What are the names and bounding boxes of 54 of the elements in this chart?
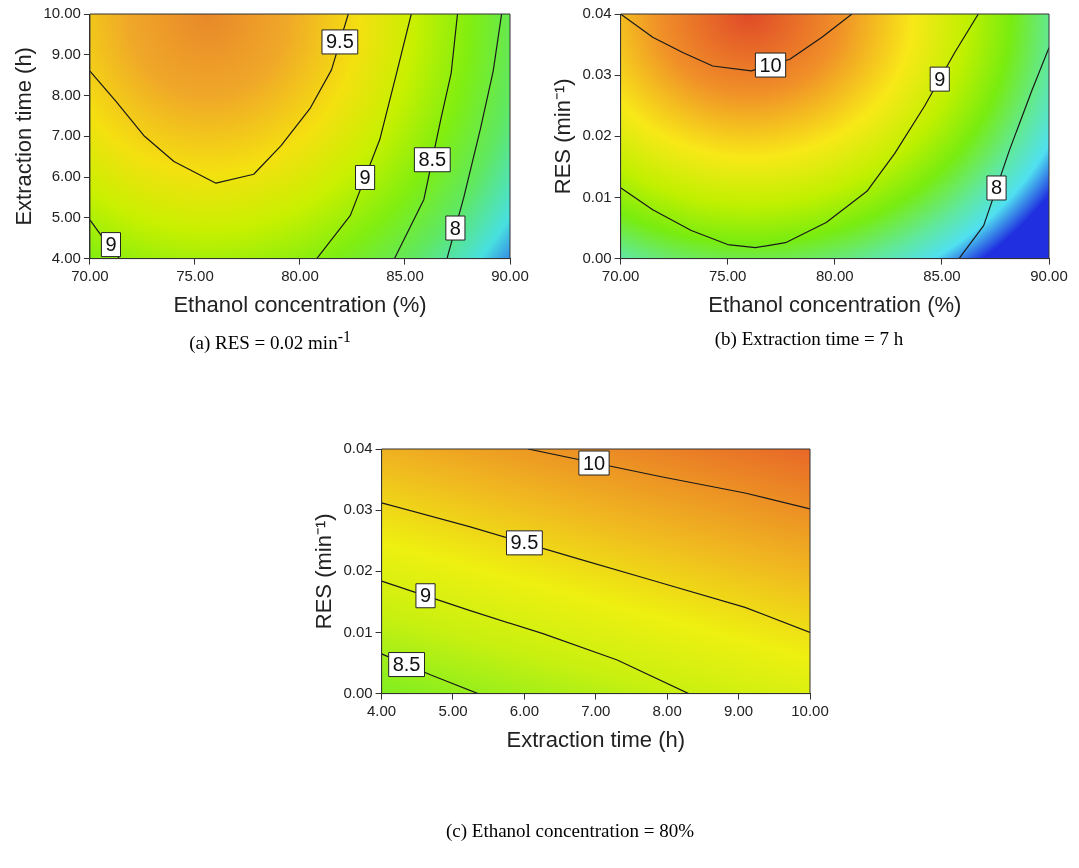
x-tick-label: 90.00 bbox=[1030, 266, 1068, 284]
x-tick-label: 6.00 bbox=[509, 701, 539, 719]
y-tick-label: 0.04 bbox=[582, 4, 612, 22]
text: (a) RES = 0.02 min$^{-1}$ bbox=[188, 328, 352, 355]
series-label: 9.5 bbox=[510, 531, 539, 554]
y-tick-label: 8.00 bbox=[51, 85, 81, 103]
x-tick-label: 75.00 bbox=[176, 266, 214, 284]
x-axis-title: Extraction time (h) bbox=[506, 726, 686, 752]
y-tick-label: 0.02 bbox=[582, 126, 612, 144]
x-axis-title: Ethanol concentration (%) bbox=[173, 291, 427, 317]
series-label: 8.5 bbox=[392, 653, 421, 676]
series-label: 9 bbox=[934, 67, 946, 90]
y-tick-label: 0.02 bbox=[343, 561, 373, 579]
x-tick-label: 80.00 bbox=[281, 266, 319, 284]
series-label: 9 bbox=[105, 233, 117, 256]
x-tick-label: 5.00 bbox=[438, 701, 468, 719]
y-tick-label: 0.03 bbox=[582, 65, 612, 83]
y-tick-label: 4.00 bbox=[51, 248, 81, 266]
x-tick-label: 70.00 bbox=[601, 266, 640, 284]
y-tick-label: 0.00 bbox=[582, 248, 612, 266]
y-axis-title: RES (min⁻¹) bbox=[550, 78, 576, 195]
x-tick-label: 90.00 bbox=[491, 266, 529, 284]
x-tick-label: 85.00 bbox=[386, 266, 424, 284]
y-tick-label: 7.00 bbox=[51, 126, 81, 144]
y-tick-label: 9.00 bbox=[51, 44, 81, 62]
series-label: 8 bbox=[990, 176, 1003, 199]
text: (b) Extraction time = 7 h bbox=[713, 328, 905, 350]
y-tick-label: 0.04 bbox=[343, 439, 373, 457]
y-axis-title: RES (min⁻¹) bbox=[311, 513, 337, 630]
text: (c) Ethanol concentration = 80% bbox=[444, 820, 696, 842]
y-axis-title: Extraction time (h) bbox=[11, 47, 37, 226]
y-tick-label: 0.03 bbox=[343, 500, 373, 518]
series-label: 9 bbox=[419, 584, 432, 607]
x-tick-label: 70.00 bbox=[71, 266, 109, 284]
x-tick-label: 10.00 bbox=[791, 701, 829, 719]
y-tick-label: 5.00 bbox=[51, 207, 81, 225]
series-label: 8.5 bbox=[418, 148, 447, 171]
x-axis-title: Ethanol concentration (%) bbox=[708, 291, 962, 317]
x-tick-label: 9.00 bbox=[724, 701, 754, 719]
y-tick-label: 0.01 bbox=[343, 622, 373, 640]
x-tick-label: 80.00 bbox=[816, 266, 854, 284]
series-label: 10 bbox=[759, 53, 782, 76]
y-tick-label: 10.00 bbox=[43, 4, 81, 22]
series-label: 10 bbox=[582, 451, 606, 474]
x-tick-label: 85.00 bbox=[923, 266, 961, 284]
series-label: 9 bbox=[359, 165, 371, 188]
y-tick-label: 6.00 bbox=[51, 167, 81, 185]
y-tick-label: 0.01 bbox=[582, 187, 612, 205]
x-tick-label: 8.00 bbox=[652, 701, 682, 719]
series-label: 9.5 bbox=[325, 30, 354, 53]
series-label: 8 bbox=[449, 216, 461, 239]
x-tick-label: 75.00 bbox=[708, 266, 747, 284]
x-tick-label: 4.00 bbox=[366, 701, 397, 719]
y-tick-label: 0.00 bbox=[343, 683, 373, 701]
